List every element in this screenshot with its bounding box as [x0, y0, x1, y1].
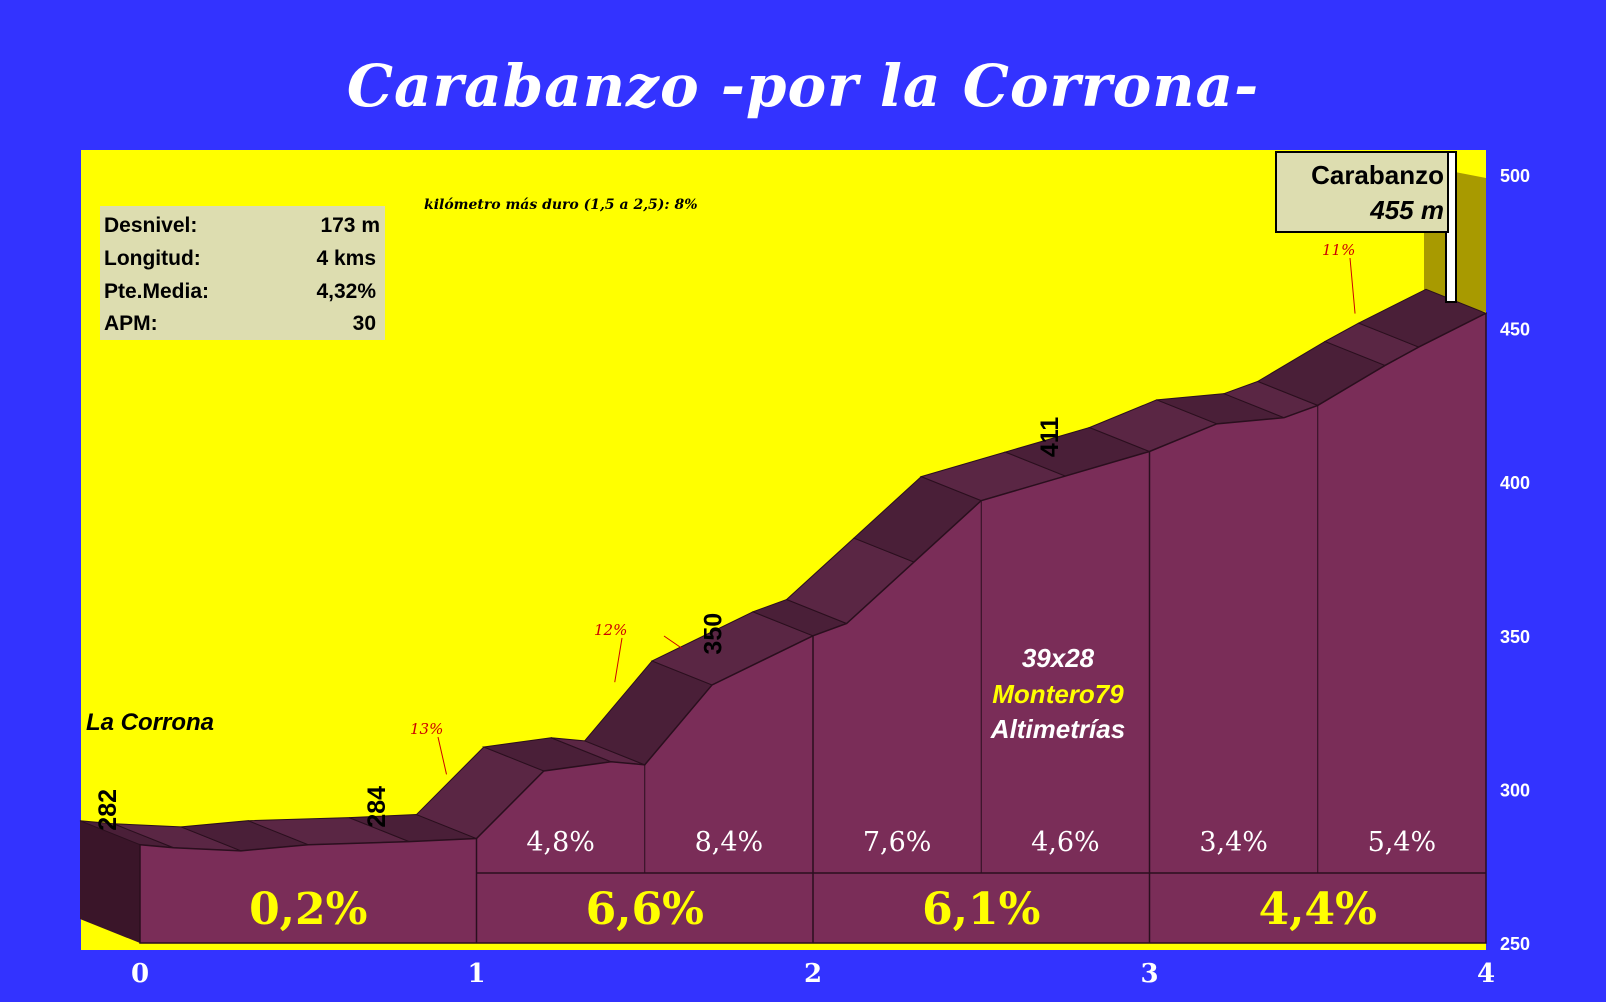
x-tick-label: 0: [131, 959, 149, 989]
km-grade-label: 6,6%: [586, 884, 704, 935]
credit-brand: Altimetrías: [990, 714, 1125, 744]
segment-grade-label: 8,4%: [695, 827, 764, 858]
stat-pte-media-label: Pte.Media:: [104, 280, 209, 303]
km-grade-label: 4,4%: [1259, 884, 1377, 935]
stat-desnivel-value: 173 m: [320, 214, 380, 237]
summit-sign: Carabanzo 455 m: [1275, 151, 1457, 303]
summit-sign-board: [1275, 151, 1449, 233]
max-grade-leader: [1349, 257, 1356, 314]
summit-name: Carabanzo: [1311, 160, 1444, 190]
segment-grade-label: 4,6%: [1031, 827, 1100, 858]
altitude-label: 350: [700, 613, 728, 655]
profile-left-face: [80, 820, 140, 943]
altitude-label: 411: [1036, 417, 1064, 457]
segment-grade-label: 3,4%: [1199, 827, 1268, 858]
max-grade-label: 11%: [1322, 241, 1355, 259]
y-tick-label: 300: [1500, 780, 1530, 800]
max-grade-leader: [663, 635, 683, 649]
stat-longitud-value: 4 kms: [316, 247, 376, 270]
y-tick-label: 450: [1500, 320, 1530, 340]
y-tick-label: 250: [1500, 934, 1530, 954]
x-tick-label: 1: [467, 959, 485, 989]
chart-title: Carabanzo -por la Corrona-: [346, 52, 1260, 120]
hardest-km-note: kilómetro más duro (1,5 a 2,5): 8%: [424, 197, 698, 213]
x-tick-label: 2: [804, 959, 822, 989]
max-grade-label: 12%: [594, 621, 627, 639]
stat-apm-value: 30: [353, 312, 376, 335]
y-tick-label: 400: [1500, 473, 1530, 493]
max-grade-label: 13%: [410, 720, 443, 738]
km-grade-label: 0,2%: [249, 884, 367, 935]
stat-apm-label: APM:: [104, 312, 158, 335]
summit-altitude: 455 m: [1369, 195, 1444, 225]
start-place-label: La Corrona: [86, 709, 214, 736]
stat-longitud-label: Longitud:: [104, 247, 201, 270]
stats-box-bg: [100, 206, 385, 340]
y-tick-label: 350: [1500, 627, 1530, 647]
segment-grade-label: 5,4%: [1368, 827, 1437, 858]
segment-grade-label: 4,8%: [526, 827, 595, 858]
stat-desnivel-label: Desnivel:: [104, 214, 197, 237]
stat-pte-media-value: 4,32%: [316, 280, 376, 303]
y-tick-label: 500: [1500, 166, 1530, 186]
credit-author: Montero79: [992, 679, 1124, 709]
max-grade-leader: [614, 637, 623, 683]
segment-grade-label: 7,6%: [863, 827, 932, 858]
max-grade-leader: [437, 736, 447, 775]
marks-layer: 4,8% 8,4% 7,6% 4,6% 3,4% 5,4% 0,2% 6,6% 6,1% 4,4%…: [94, 166, 1530, 989]
x-tick-label: 3: [1140, 959, 1158, 989]
x-tick-label: 4: [1477, 959, 1495, 989]
altitude-label: 282: [94, 789, 122, 831]
altitude-label: 284: [363, 786, 391, 828]
credit-ratio: 39x28: [1022, 643, 1095, 673]
stats-box: Desnivel: 173 m Longitud: 4 kms Pte.Medi…: [100, 206, 385, 340]
km-grade-label: 6,1%: [922, 884, 1040, 935]
